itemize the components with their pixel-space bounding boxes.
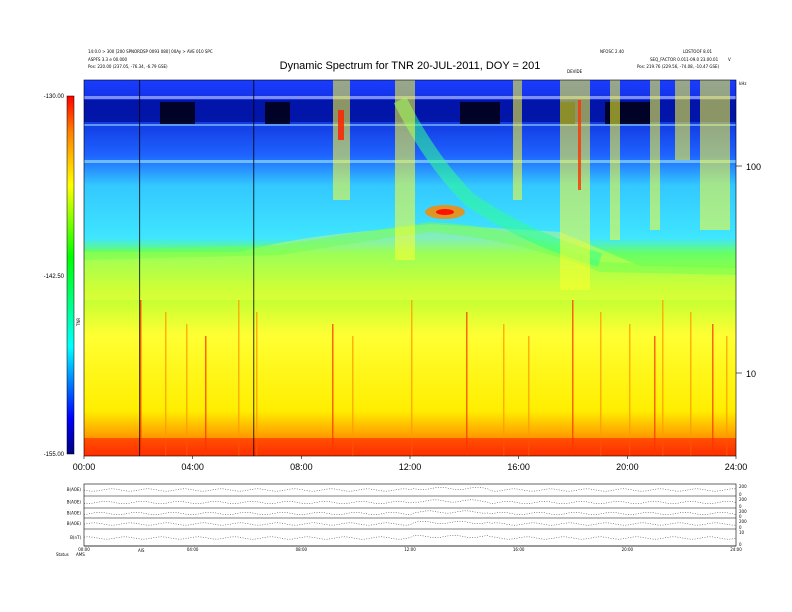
spike-streak <box>572 300 574 456</box>
colorbar-tick-max: -130.00 <box>44 94 65 100</box>
spike-streak <box>238 300 240 456</box>
x-axis: 00:00 04:00 08:00 12:00 16:00 20:00 24:00 <box>73 456 748 472</box>
panel-tick-top: 200 <box>739 519 747 524</box>
panel-tick-bottom: 0 <box>739 492 742 497</box>
panel-tick-bottom: 0 <box>739 504 742 509</box>
spike-streak <box>600 312 602 456</box>
panel-tick-top: 200 <box>739 497 747 502</box>
bottom-tick-label: 08:00 <box>296 547 308 552</box>
burst-band <box>700 80 730 230</box>
burst-core <box>578 100 581 190</box>
panel-label: B(AOE) <box>67 521 82 526</box>
vertical-markers <box>139 80 255 456</box>
status-label: Status <box>56 552 69 557</box>
panel-label: B(AOE) <box>67 500 82 505</box>
panel-tick-top: 200 <box>739 484 747 489</box>
header-left-line-1: 14:0.0 > 300 [200 SPNORDSP 0093 080] 00A… <box>88 49 213 54</box>
spike-streak <box>186 324 188 456</box>
panel-tick-top: 10 <box>739 530 745 535</box>
colorbar-label: TNR <box>76 318 81 327</box>
spike-streak <box>629 324 631 456</box>
burst-band <box>513 80 522 200</box>
bottom-tick-label: 12:00 <box>404 547 416 552</box>
spike-streak <box>690 312 692 456</box>
x-tick-label: 00:00 <box>73 462 96 472</box>
spike-streak <box>662 300 664 456</box>
burst-band <box>650 80 660 230</box>
spectrogram <box>84 80 736 456</box>
header-right-top-2: LDSTOOF 8.01 <box>683 49 713 54</box>
spike-streak <box>352 336 354 456</box>
dark-patch <box>160 102 195 124</box>
spike-streak <box>165 312 167 456</box>
panel-frame <box>83 483 737 547</box>
bottom-tick-label: 16:00 <box>513 547 525 552</box>
panel-tick-top: 200 <box>739 509 747 514</box>
colorbar-tick-mid: -142.50 <box>44 274 65 280</box>
spike-streak <box>411 300 413 456</box>
spike-streak <box>205 336 207 456</box>
panel-label: B(nT) <box>70 535 81 540</box>
panel-label: B(AOE) <box>67 487 82 492</box>
spike-streak <box>466 312 468 456</box>
colorbar <box>66 95 75 455</box>
colorbar-tick-min: -155.00 <box>44 452 65 458</box>
x-tick-label: 16:00 <box>507 462 530 472</box>
header-right-pos: Pos: 219.76 (229.56, -74.08, -10.47 GSE) <box>637 64 720 69</box>
header-left-line-3: Pos: 220.00 (237.05, -76.34, -6.79 GSE) <box>88 64 168 69</box>
burst-band <box>610 80 620 240</box>
header-mid-small: DEVIDE <box>567 69 583 74</box>
dark-patch <box>265 102 290 124</box>
panel-tick-bottom: 0 <box>739 525 742 530</box>
header-left-line-2: ASPFS 3.3 e 00.000 <box>88 57 128 62</box>
status-label-ams: AMS <box>76 552 85 557</box>
panel-label: B(AOE) <box>67 511 82 516</box>
header-right-corner: V <box>728 57 731 62</box>
spike-streak <box>140 300 142 456</box>
bottom-tick-label: 00:00 <box>78 547 90 552</box>
spike-streak <box>503 324 505 456</box>
chart-title: Dynamic Spectrum for TNR 20-JUL-2011, DO… <box>280 60 541 72</box>
spike-streak <box>654 336 656 456</box>
spike-streak <box>256 312 258 456</box>
spike-streak <box>726 336 728 456</box>
bottom-tick-label: 20:00 <box>622 547 634 552</box>
burst-core <box>338 110 344 140</box>
panel-tick-bottom: 0 <box>739 542 742 547</box>
x-tick-label: 12:00 <box>399 462 422 472</box>
x-tick-label: 04:00 <box>181 462 204 472</box>
y-tick-10: 10 <box>746 369 756 379</box>
x-tick-label: 08:00 <box>290 462 313 472</box>
red-floor <box>84 438 736 456</box>
khz-label: kHz <box>739 81 746 86</box>
bottom-tick-label: 24:00 <box>730 547 742 552</box>
spike-streak <box>528 336 530 456</box>
spectrogram-features <box>84 80 736 456</box>
burst-band <box>560 80 590 290</box>
header-right-top-1: NFOSC 2.40 <box>600 49 624 54</box>
header-right-mid: SEQ_FACTOR 0.011-09.0 23.00.01 <box>650 57 719 62</box>
hot-spot-core <box>436 209 454 215</box>
status-label-ais: AIS <box>138 548 145 553</box>
bottom-tick-label: 04:00 <box>187 547 199 552</box>
x-tick-label: 20:00 <box>616 462 639 472</box>
burst-band <box>675 80 690 160</box>
panel-tick-bottom: 0 <box>739 514 742 519</box>
burst-band <box>395 80 415 260</box>
spike-streak <box>712 324 714 456</box>
dark-patch <box>460 102 500 124</box>
y-tick-100: 100 <box>746 162 761 172</box>
x-tick-label: 24:00 <box>725 462 748 472</box>
spike-streak <box>332 324 334 456</box>
drift-arc <box>393 96 602 267</box>
